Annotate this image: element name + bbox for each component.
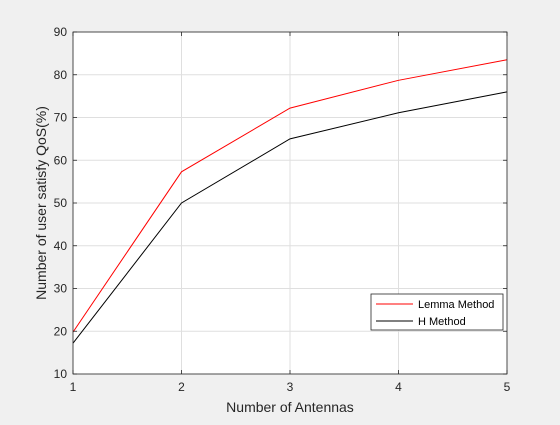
y-tick-label: 60 bbox=[54, 153, 68, 167]
legend-box bbox=[370, 293, 504, 331]
x-axis-label: Number of Antennas bbox=[226, 399, 354, 415]
x-tick-labels: 1 2 3 4 5 bbox=[70, 380, 511, 394]
x-tick-label: 2 bbox=[178, 380, 185, 394]
series-line-lemma-method bbox=[72, 59, 508, 333]
x-tick-label: 3 bbox=[287, 380, 294, 394]
y-tick-label: 70 bbox=[54, 111, 68, 125]
y-tick-label: 50 bbox=[54, 196, 68, 210]
legend-label: H Method bbox=[418, 316, 466, 328]
y-tick-label: 90 bbox=[54, 25, 68, 39]
legend[interactable]: Lemma Method H Method bbox=[370, 293, 504, 331]
y-tick-label: 30 bbox=[54, 282, 68, 296]
y-tick-label: 80 bbox=[54, 68, 68, 82]
y-tick-label: 10 bbox=[54, 367, 68, 381]
series-line-h-method bbox=[72, 91, 508, 344]
legend-label: Lemma Method bbox=[418, 299, 494, 311]
y-tick-label: 40 bbox=[54, 239, 68, 253]
y-axis-label: Number of user satisfy QoS(%) bbox=[33, 106, 49, 300]
series-layer bbox=[72, 59, 508, 344]
x-tick-label: 4 bbox=[395, 380, 402, 394]
x-tick-label: 5 bbox=[504, 380, 511, 394]
y-tick-labels: 10 20 30 40 50 60 70 80 90 bbox=[54, 25, 68, 381]
x-tick-label: 1 bbox=[70, 380, 77, 394]
y-tick-label: 20 bbox=[54, 324, 68, 338]
axis-ticks bbox=[72, 31, 508, 375]
